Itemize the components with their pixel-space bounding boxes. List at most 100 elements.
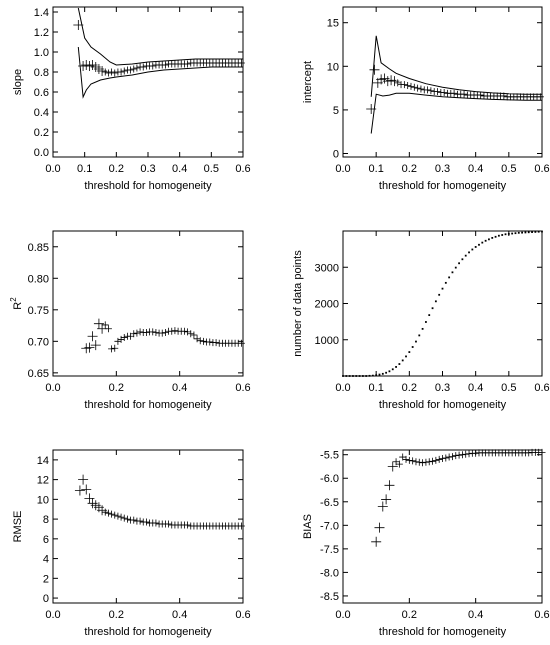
y-tick-label: 4 — [43, 554, 49, 566]
y-axis-label: BIAS — [302, 514, 314, 539]
data-point — [190, 331, 198, 339]
x-tick-label: 0.6 — [534, 609, 549, 621]
data-point — [481, 241, 484, 244]
y-tick-label: 1000 — [315, 335, 339, 347]
x-tick-label: 0.4 — [468, 382, 483, 394]
data-point — [428, 314, 431, 316]
data-point — [149, 328, 157, 336]
data-point — [152, 329, 160, 336]
data-point — [142, 518, 150, 526]
data-point — [491, 236, 494, 239]
y-tick-label: 0.6 — [34, 87, 49, 99]
data-point — [384, 480, 395, 491]
data-point — [409, 457, 417, 465]
data-point — [355, 375, 358, 377]
data-point — [133, 64, 141, 72]
y-tick-label: 1.4 — [34, 7, 49, 19]
x-tick-label: 0.0 — [45, 382, 60, 394]
data-point — [454, 266, 457, 269]
data-point — [484, 239, 487, 242]
data-point — [440, 88, 448, 96]
y-tick-label: 8 — [43, 514, 49, 526]
data-point — [108, 345, 116, 353]
panel-data-points: 0.0 0.1 0.2 0.3 0.4 0.5 0.6 1000 2000 3000 thresho… — [292, 230, 550, 411]
x-tick-label: 0.0 — [335, 163, 350, 175]
data-point — [104, 509, 112, 517]
data-point — [369, 64, 380, 75]
data-point — [104, 69, 112, 77]
data-point — [421, 327, 424, 330]
data-point — [130, 330, 138, 338]
data-point — [111, 69, 119, 77]
y-tick-label: 14 — [37, 455, 49, 467]
data-point — [434, 300, 437, 303]
data-point — [464, 254, 467, 257]
data-point — [117, 335, 125, 343]
x-tick-label: 0.2 — [402, 609, 417, 621]
data-point — [432, 456, 440, 464]
panel-slope: 0.0 0.1 0.2 0.3 0.4 0.5 0.6 0.0 0.2 0.4 0.6 0.8 1.0 1… — [12, 6, 251, 192]
y-tick-label: 2 — [43, 573, 49, 585]
x-tick-label: 0.5 — [501, 163, 516, 175]
data-point — [101, 68, 109, 76]
data-point — [171, 327, 179, 335]
data-point — [488, 238, 490, 241]
data-point — [165, 520, 173, 528]
data-point — [531, 231, 533, 233]
y-tick-label: -8.5 — [320, 591, 339, 603]
y-tick-label: -6.0 — [320, 473, 339, 485]
x-tick-label: 0.6 — [235, 163, 250, 175]
x-tick-label: 0.3 — [435, 382, 450, 394]
data-point — [448, 276, 451, 279]
data-point — [87, 331, 98, 342]
data-point — [442, 454, 450, 462]
data-point — [424, 86, 432, 94]
data-point — [477, 91, 485, 99]
data-point — [206, 338, 214, 346]
x-tick-label: 0.6 — [235, 609, 250, 621]
data-point — [444, 281, 447, 284]
data-point — [541, 230, 543, 233]
data-point — [371, 536, 382, 547]
plot-frame — [342, 230, 543, 377]
data-point — [415, 340, 417, 343]
data-point — [458, 451, 466, 459]
data-point — [494, 235, 497, 238]
x-axis-label: threshold for homogeneity — [379, 399, 507, 411]
x-tick-label: 0.2 — [109, 163, 124, 175]
data-point — [120, 334, 128, 342]
data-point — [117, 513, 125, 521]
data-point — [525, 449, 533, 457]
data-point — [212, 339, 220, 347]
data-point — [348, 375, 351, 377]
y-tick-label: 0.70 — [28, 336, 49, 348]
x-tick-label: 0.0 — [45, 609, 60, 621]
data-point — [184, 328, 192, 336]
data-point — [398, 363, 401, 365]
data-point — [445, 453, 453, 461]
y-tick-label: -6.5 — [320, 497, 339, 509]
plot-frame — [52, 230, 244, 377]
data-point — [108, 510, 116, 518]
y-tick-label: 5 — [333, 105, 339, 117]
data-point — [93, 318, 104, 329]
data-point — [504, 233, 507, 236]
x-tick-label: 0.6 — [534, 382, 549, 394]
panel-bias: 0.0 0.2 0.4 0.6 -8.5 -8.0 -7.5 -7.0 -6.5 -6.0 -5.5… — [302, 448, 550, 638]
data-point — [412, 458, 420, 466]
data-point — [394, 79, 402, 87]
x-axis-label: threshold for homogeneity — [84, 626, 212, 638]
data-point — [538, 448, 546, 456]
data-point — [404, 81, 412, 89]
data-point — [352, 375, 354, 377]
data-point — [78, 474, 89, 485]
y-tick-label: 2000 — [315, 299, 339, 311]
data-point — [400, 81, 408, 89]
y-tick-label: 15 — [327, 18, 339, 30]
x-tick-label: 0.0 — [335, 609, 350, 621]
data-point — [435, 455, 443, 463]
data-point — [381, 494, 392, 505]
data-point — [521, 231, 523, 234]
data-point — [452, 452, 460, 460]
